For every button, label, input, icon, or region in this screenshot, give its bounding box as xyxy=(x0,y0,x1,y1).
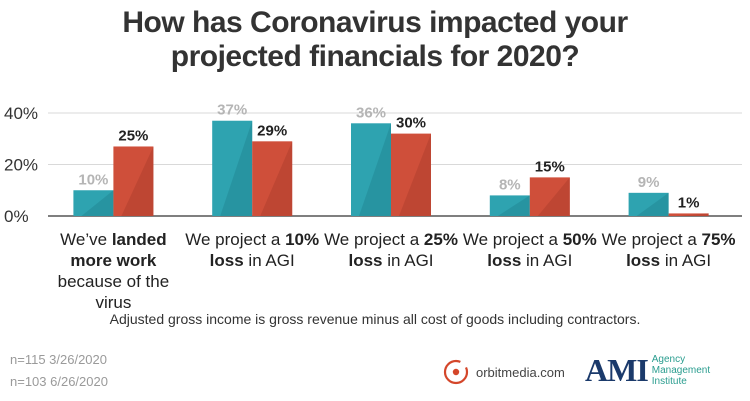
y-tick-label: 0% xyxy=(4,207,29,226)
x-tick-label-text: in AGI xyxy=(243,251,295,270)
data-label: 8% xyxy=(499,176,521,193)
x-tick-label: We project a 10% loss in AGI xyxy=(177,229,327,271)
x-tick-label-bold: landed more work xyxy=(70,230,167,270)
sample-note-1: n=115 3/26/2020 xyxy=(10,352,107,367)
x-tick-label: We’ve landed more work because of the vi… xyxy=(38,229,188,313)
bar-shade xyxy=(399,133,431,216)
bar-shade xyxy=(497,195,530,216)
bar-shade xyxy=(636,192,669,216)
ami-logo: AMI Agency Management Institute xyxy=(585,352,710,389)
bar-shade xyxy=(220,120,253,216)
chart-title: How has Coronavirus impacted your projec… xyxy=(0,6,750,74)
x-tick-label-text: in AGI xyxy=(660,251,712,270)
x-tick-label-bold: 50% loss xyxy=(487,230,597,270)
ami-word-3: Institute xyxy=(651,376,687,387)
data-label: 36% xyxy=(356,104,386,121)
bar-shade xyxy=(359,123,391,216)
ami-mark: AMI xyxy=(585,352,649,388)
bar xyxy=(668,213,709,216)
x-tick-label-bold: 25% loss xyxy=(348,230,458,270)
x-tick-label-text: because of the virus xyxy=(57,272,170,312)
title-line-2: projected financials for 2020? xyxy=(170,40,580,73)
ami-words: Agency Management Institute xyxy=(652,354,710,387)
sample-note-2: n=103 6/26/2020 xyxy=(10,374,108,389)
data-label: 15% xyxy=(535,158,565,175)
x-tick-label-text: We project a xyxy=(462,230,563,249)
data-label: 25% xyxy=(118,127,148,144)
x-tick-label: We project a 75% loss in AGI xyxy=(594,229,744,271)
x-tick-label-text: We project a xyxy=(324,230,424,249)
x-tick-label-text: We project a xyxy=(185,230,286,249)
footnote: Adjusted gross income is gross revenue m… xyxy=(109,311,641,327)
x-tick-label-text: We project a xyxy=(601,230,702,249)
data-label: 37% xyxy=(217,102,247,119)
bar-shade xyxy=(121,146,154,216)
data-label: 30% xyxy=(396,115,426,132)
ami-word-1: Agency xyxy=(651,354,686,365)
title-line-1: How has Coronavirus impacted your xyxy=(122,6,628,39)
y-tick-label: 40% xyxy=(4,104,38,123)
x-tick-label-text: in AGI xyxy=(521,251,573,270)
bar-shade xyxy=(676,213,709,216)
data-label: 1% xyxy=(678,194,700,211)
orbitmedia-name: orbitmedia.com xyxy=(476,364,565,380)
bar-chart: 0% 20% 40% 10% 37% 36% 8% 9% 25% 29% 30% 15% 1% xyxy=(4,102,742,226)
orbitmedia-logo: orbitmedia.com xyxy=(442,358,565,386)
data-label: 29% xyxy=(257,122,287,139)
bar-shade xyxy=(537,177,570,216)
orbit-icon xyxy=(443,359,469,385)
x-tick-label-text: We’ve xyxy=(60,230,112,249)
bar-shade xyxy=(81,190,114,216)
data-label: 10% xyxy=(78,171,108,188)
x-tick-label-bold: 75% loss xyxy=(626,230,736,270)
x-tick-label: We project a 25% loss in AGI xyxy=(316,229,466,271)
bar-shade xyxy=(260,141,293,216)
x-tick-label-text: in AGI xyxy=(382,251,434,270)
x-tick-label-bold: 10% loss xyxy=(209,230,320,270)
data-label: 9% xyxy=(638,174,660,191)
ami-word-2: Management xyxy=(651,365,711,376)
y-tick-label: 20% xyxy=(4,156,38,175)
x-tick-label: We project a 50% loss in AGI xyxy=(455,229,605,271)
